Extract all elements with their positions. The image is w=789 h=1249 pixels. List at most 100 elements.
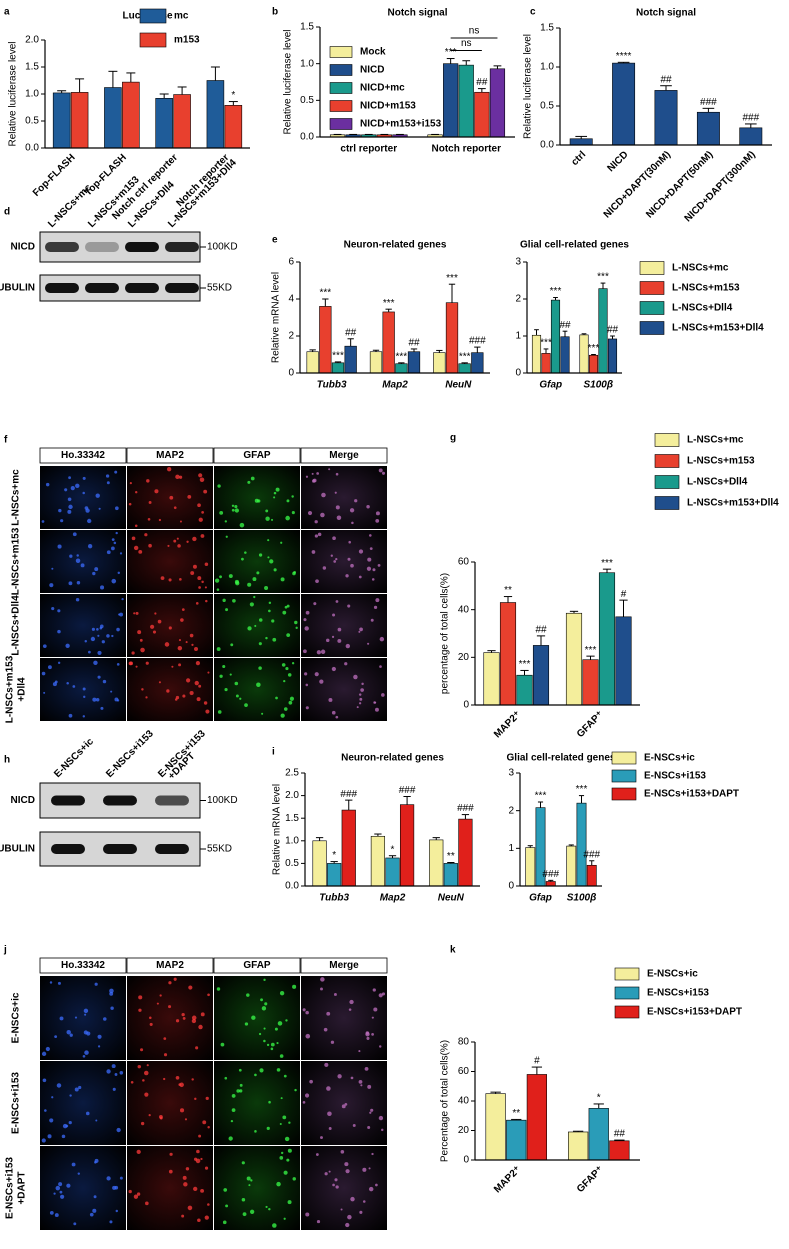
panel-letter: c (530, 7, 536, 18)
cell (241, 1161, 245, 1165)
row-label: E-NSCs+i153 (11, 1072, 22, 1134)
row-label: E-NSCs+ic (11, 992, 22, 1043)
legend-label: E-NSCs+i153+DAPT (647, 1007, 742, 1018)
cell (144, 533, 148, 537)
cell (367, 1084, 372, 1089)
cell (222, 664, 226, 669)
cell (270, 1042, 275, 1047)
cell (375, 1183, 378, 1187)
cell (90, 636, 96, 642)
cell (204, 1166, 209, 1170)
cell (274, 1027, 278, 1031)
cell (97, 1034, 102, 1039)
significance-label: *** (601, 558, 613, 569)
cell (219, 575, 222, 579)
cell (204, 1215, 209, 1220)
cell (273, 491, 277, 495)
cell (68, 504, 73, 510)
cell (231, 1108, 236, 1112)
row-label: L-NSCs+mc (11, 469, 22, 526)
cell (100, 585, 105, 590)
cell (358, 549, 364, 554)
cell (347, 1214, 352, 1220)
cell (95, 1119, 98, 1122)
cell (152, 630, 157, 634)
cell (270, 1047, 274, 1051)
legend-label: NICD+m153+i153 (360, 119, 442, 130)
cell (109, 988, 114, 994)
cell (327, 1111, 332, 1117)
y-tick-label: 3 (508, 768, 514, 779)
cell (348, 540, 351, 544)
cell (182, 1017, 186, 1020)
cell (178, 475, 183, 479)
cell (350, 563, 354, 568)
cell (234, 681, 239, 686)
bar (526, 1074, 547, 1161)
legend-swatch (639, 321, 665, 335)
cell (320, 987, 323, 991)
cell (82, 687, 86, 691)
cell (239, 522, 245, 528)
cell (116, 663, 120, 666)
cell (367, 557, 372, 562)
cell (326, 1086, 331, 1091)
cell (265, 509, 269, 513)
cell (323, 1027, 328, 1032)
cell (258, 553, 263, 557)
bar (615, 616, 632, 706)
cell (91, 627, 95, 631)
cell (275, 487, 280, 492)
micrograph (214, 976, 300, 1060)
bar (344, 345, 357, 374)
cell (200, 1012, 205, 1017)
cell (354, 499, 358, 503)
cell (114, 470, 118, 474)
legend-label: E-NSCs+i153+DAPT (644, 789, 739, 800)
cell (49, 583, 54, 588)
cell (110, 1006, 114, 1010)
cell (106, 481, 110, 485)
blot-band (155, 844, 189, 854)
y-tick-label: 0 (463, 1155, 469, 1166)
significance-label: *** (540, 338, 552, 349)
cell (149, 1016, 152, 1020)
cell (93, 660, 98, 666)
cell (145, 1201, 149, 1206)
y-tick-label: 1 (508, 843, 514, 854)
bar (607, 338, 618, 374)
bar (576, 802, 587, 887)
cell (158, 681, 161, 684)
significance-label: *** (319, 288, 331, 299)
cell (71, 1162, 76, 1167)
cell (259, 1068, 264, 1073)
cell (85, 1111, 90, 1116)
cell (328, 1170, 331, 1173)
y-tick-label: 0 (508, 881, 514, 892)
significance-label: * (231, 90, 235, 101)
cell (324, 1172, 328, 1176)
cell (294, 1088, 297, 1092)
cell (207, 1203, 210, 1206)
cell (78, 1085, 82, 1090)
significance-label: * (332, 850, 336, 861)
cell (54, 1035, 58, 1039)
cell (197, 503, 201, 508)
y-tick-label: 2 (515, 294, 521, 305)
cell (149, 1022, 153, 1026)
y-tick-label: 1.5 (25, 62, 39, 73)
bar (612, 62, 636, 146)
cell (119, 552, 123, 555)
cell (350, 1196, 355, 1202)
cell (57, 544, 62, 549)
cell (80, 563, 85, 568)
cell (135, 665, 138, 668)
bar (155, 98, 173, 149)
cell (264, 586, 269, 591)
cell (288, 1121, 291, 1124)
cell (358, 1079, 363, 1084)
cell (305, 475, 309, 478)
cell (111, 538, 115, 542)
cell (187, 494, 192, 499)
cell (166, 689, 170, 693)
